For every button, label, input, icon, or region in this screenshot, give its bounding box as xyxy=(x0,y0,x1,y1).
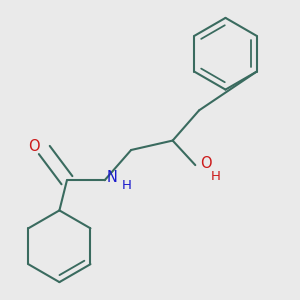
Text: O: O xyxy=(28,139,40,154)
Text: O: O xyxy=(200,156,212,171)
Text: H: H xyxy=(122,179,132,192)
Text: H: H xyxy=(211,170,221,183)
Text: N: N xyxy=(106,170,118,185)
